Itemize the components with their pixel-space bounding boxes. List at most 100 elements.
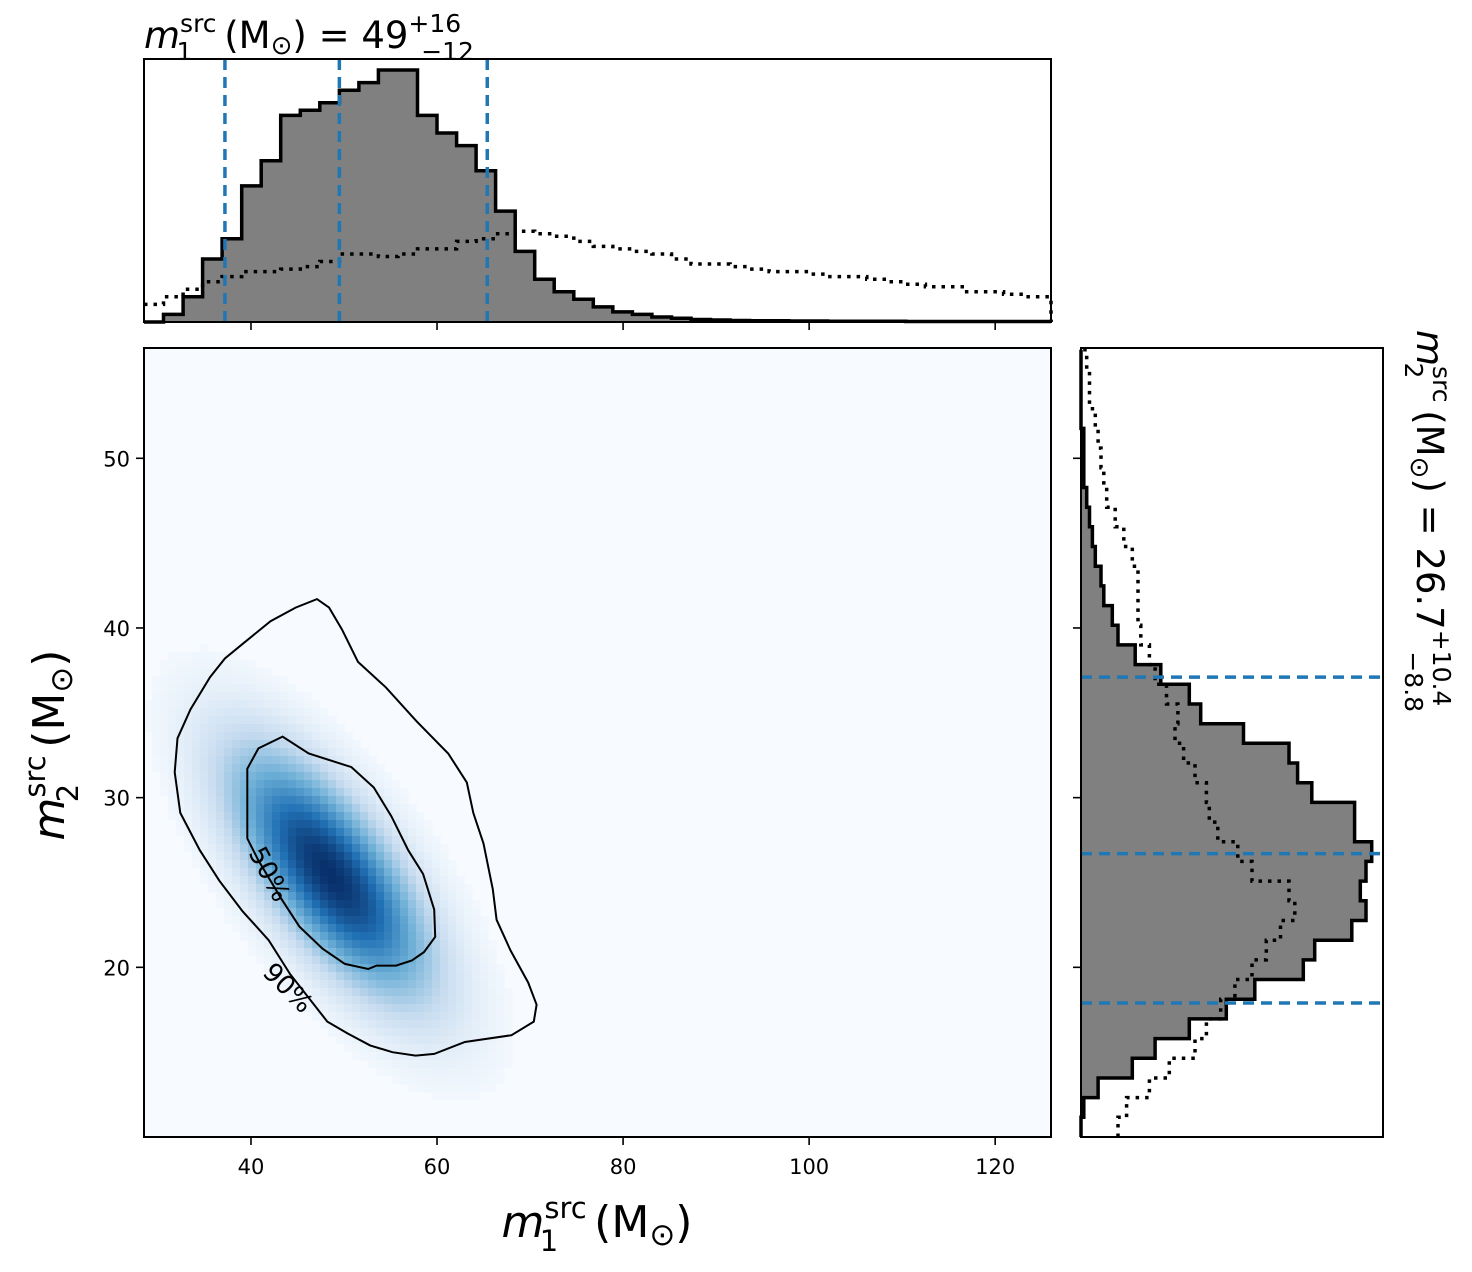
heatmap-cell <box>344 916 353 925</box>
heatmap-cell <box>248 724 257 733</box>
heatmap-cell <box>288 900 297 909</box>
heatmap-cell <box>392 804 401 813</box>
heatmap-cell <box>224 844 233 853</box>
heatmap-cell <box>392 884 401 893</box>
heatmap-cell <box>368 908 377 917</box>
heatmap-cell <box>488 948 497 957</box>
heatmap-cell <box>248 876 257 885</box>
heatmap-cell <box>288 700 297 709</box>
heatmap-cell <box>488 1068 497 1077</box>
heatmap-cell <box>408 948 417 957</box>
heatmap-cell <box>312 924 321 933</box>
heatmap-cell <box>360 860 369 869</box>
heatmap-cell <box>480 1084 489 1093</box>
heatmap-cell <box>496 1020 505 1029</box>
heatmap-cell <box>456 916 465 925</box>
heatmap-cell <box>344 1036 353 1045</box>
heatmap-cell <box>400 1036 409 1045</box>
heatmap-cell <box>144 700 153 709</box>
heatmap-cell <box>296 980 305 989</box>
heatmap-cell <box>296 708 305 717</box>
heatmap-cell <box>376 884 385 893</box>
heatmap-cell <box>288 764 297 773</box>
heatmap-cell <box>400 828 409 837</box>
heatmap-cell <box>216 836 225 845</box>
heatmap-cell <box>160 772 169 781</box>
heatmap-cell <box>344 780 353 789</box>
heatmap-cell <box>312 756 321 765</box>
heatmap-cell <box>408 1052 417 1061</box>
heatmap-cell <box>176 692 185 701</box>
heatmap-cell <box>392 1052 401 1061</box>
heatmap-cell <box>272 836 281 845</box>
heatmap-cell <box>392 1076 401 1085</box>
heatmap-cell <box>368 844 377 853</box>
heatmap-cell <box>304 796 313 805</box>
heatmap-cell <box>240 732 249 741</box>
heatmap-cell <box>360 868 369 877</box>
heatmap-cell <box>384 844 393 853</box>
heatmap-cell <box>288 740 297 749</box>
heatmap-cell <box>384 940 393 949</box>
heatmap-cell <box>336 1036 345 1045</box>
heatmap-cell <box>288 868 297 877</box>
heatmap-cell <box>152 764 161 773</box>
heatmap-cell <box>392 796 401 805</box>
y-tick-label: 40 <box>103 617 130 641</box>
heatmap-cell <box>432 1036 441 1045</box>
heatmap-cell <box>288 756 297 765</box>
heatmap-cell <box>440 884 449 893</box>
heatmap-cell <box>264 724 273 733</box>
heatmap-cell <box>256 908 265 917</box>
heatmap-cell <box>296 780 305 789</box>
heatmap-cell <box>312 716 321 725</box>
heatmap-cell <box>272 716 281 725</box>
heatmap-cell <box>264 748 273 757</box>
heatmap-cell <box>264 940 273 949</box>
heatmap-cell <box>280 844 289 853</box>
heatmap-cell <box>248 804 257 813</box>
heatmap-cell <box>472 948 481 957</box>
heatmap-cell <box>248 700 257 709</box>
heatmap-cell <box>360 972 369 981</box>
heatmap-cell <box>208 668 217 677</box>
heatmap-cell <box>328 980 337 989</box>
heatmap-cell <box>264 836 273 845</box>
heatmap-cell <box>224 884 233 893</box>
heatmap-cell <box>280 940 289 949</box>
heatmap-cell <box>304 844 313 853</box>
heatmap-cell <box>184 812 193 821</box>
heatmap-cell <box>328 908 337 917</box>
heatmap-cell <box>416 1020 425 1029</box>
heatmap-cell <box>392 780 401 789</box>
heatmap-cell <box>448 916 457 925</box>
heatmap-cell <box>328 828 337 837</box>
heatmap-cell <box>400 980 409 989</box>
heatmap-cell <box>328 812 337 821</box>
heatmap-cell <box>280 892 289 901</box>
heatmap-cell <box>256 772 265 781</box>
heatmap-cell <box>448 988 457 997</box>
heatmap-cell <box>360 884 369 893</box>
heatmap-cell <box>344 884 353 893</box>
heatmap-cell <box>232 868 241 877</box>
heatmap-cell <box>208 852 217 861</box>
heatmap-cell <box>304 732 313 741</box>
heatmap-cell <box>304 756 313 765</box>
heatmap-cell <box>272 732 281 741</box>
heatmap-cell <box>280 748 289 757</box>
heatmap-cell <box>344 908 353 917</box>
heatmap-cell <box>264 860 273 869</box>
heatmap-cell <box>288 948 297 957</box>
heatmap-cell <box>280 876 289 885</box>
heatmap-cell <box>400 972 409 981</box>
heatmap-cell <box>144 708 153 717</box>
heatmap-cell <box>320 828 329 837</box>
heatmap-cell <box>256 724 265 733</box>
heatmap-cell <box>448 1060 457 1069</box>
heatmap-cell <box>480 1076 489 1085</box>
heatmap-cell <box>272 892 281 901</box>
heatmap-cell <box>216 652 225 661</box>
heatmap-cell <box>272 780 281 789</box>
heatmap-cell <box>320 740 329 749</box>
